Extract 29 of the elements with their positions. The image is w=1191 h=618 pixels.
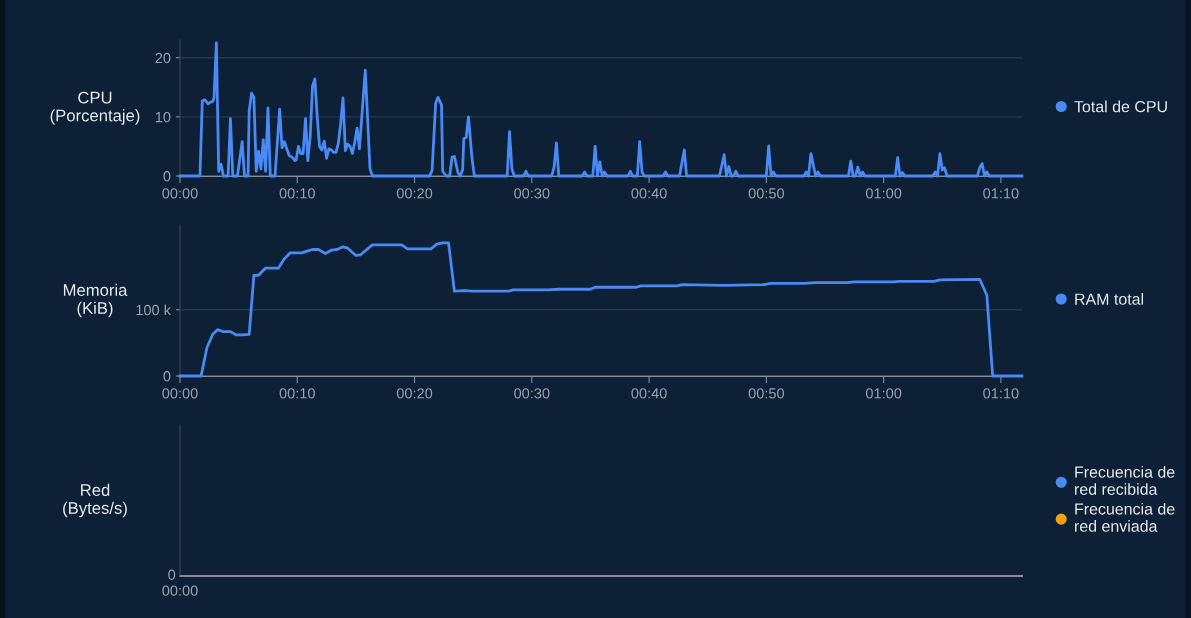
y-tick-label: 20	[155, 52, 171, 64]
legend-label: RAM total	[1075, 293, 1144, 305]
y-tick-label: 0	[163, 171, 171, 182]
y-axis-title: CPU (Porcentaje)	[50, 91, 140, 125]
y-tick-label: 10	[155, 111, 171, 123]
x-tick-label: 00:40	[631, 188, 667, 199]
x-tick-label: 00:30	[514, 388, 550, 399]
x-tick-label: 00:20	[396, 188, 433, 199]
legend-label: Frecuencia de red enviada	[1075, 502, 1175, 532]
text: Red (Bytes/s)	[63, 483, 127, 518]
y-axis-title: Memoria (KiB)	[63, 283, 128, 318]
text: 00:00	[162, 585, 198, 596]
x-tick-label: 00:50	[748, 188, 785, 199]
x-tick-label: 01:10	[983, 188, 1019, 199]
x-tick-label: 00:40	[631, 388, 667, 399]
x-tick-label: 00:50	[748, 388, 785, 399]
x-tick-label: 00:00	[162, 388, 198, 399]
x-tick-label: 00:10	[279, 388, 315, 399]
x-tick-label: 00:20	[396, 388, 433, 399]
y-tick-label: 100 k	[136, 304, 171, 316]
y-tick-label: 0	[163, 371, 171, 382]
x-tick-label: 00:10	[279, 188, 315, 199]
x-tick-label: 01:00	[865, 188, 902, 199]
x-tick-label: 01:00	[865, 388, 902, 399]
x-tick-label: 00:30	[514, 188, 550, 199]
x-tick-label: 01:10	[983, 388, 1019, 399]
legend-label: Total de CPU	[1074, 100, 1167, 113]
legend-label: Frecuencia de red recibida	[1075, 466, 1175, 495]
x-tick-label: 00:00	[162, 188, 198, 199]
